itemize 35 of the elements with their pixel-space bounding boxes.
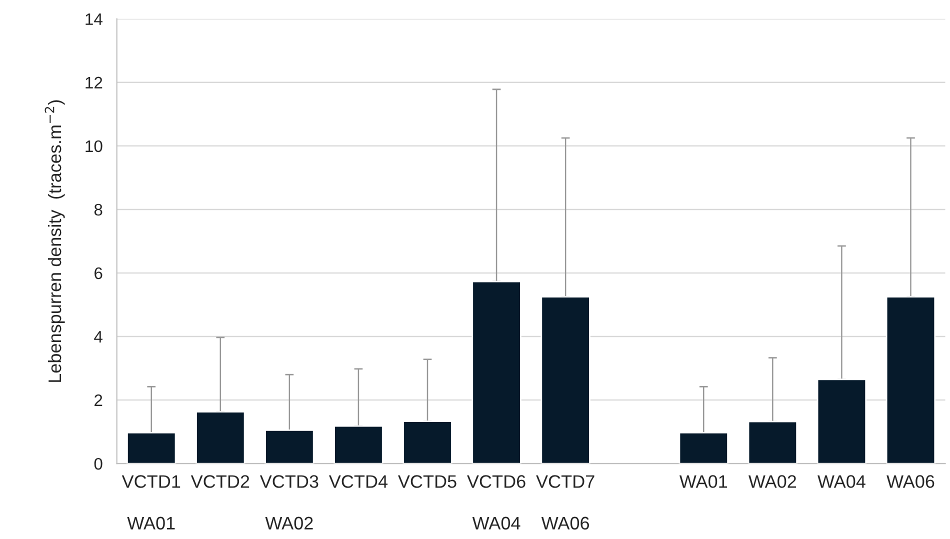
x-tick-label: VCTD7 <box>536 475 594 488</box>
bar <box>196 411 246 464</box>
bar <box>402 420 452 464</box>
y-tick-label: 12 <box>86 76 102 88</box>
x-tick-label: WA01 <box>679 475 727 488</box>
y-tick-label: 4 <box>94 331 102 343</box>
x-tick-label: WA04 <box>818 475 866 488</box>
x-tick-label: VCTD6 <box>467 475 526 488</box>
text: WA04 <box>472 516 520 530</box>
bar <box>678 432 728 464</box>
y-axis-title: Lebenspurren density (traces.m$^{−2}$) <box>44 100 65 382</box>
text: WA02 <box>265 516 313 530</box>
x-tick-label: VCTD2 <box>190 475 250 488</box>
bar <box>540 296 590 464</box>
y-tick-label: 14 <box>86 13 102 25</box>
text: WA06 <box>541 516 590 530</box>
bar <box>472 280 522 464</box>
y-tick-label: 2 <box>94 394 102 406</box>
bar <box>886 296 936 464</box>
y-tick-label: 8 <box>94 204 102 216</box>
x-tick-label: VCTD5 <box>398 475 456 488</box>
x-tick-label: VCTD4 <box>328 475 388 488</box>
text: WA01 <box>127 516 175 530</box>
y-tick-label: 6 <box>94 267 102 280</box>
x-tick-label: VCTD3 <box>260 475 318 488</box>
x-tick-label: WA02 <box>748 475 796 488</box>
x-tick-label: VCTD1 <box>122 475 180 488</box>
bar <box>748 420 798 464</box>
y-tick-label: 0 <box>94 458 102 470</box>
bar <box>126 432 176 464</box>
x-tick-label: WA06 <box>886 475 934 488</box>
bar <box>816 378 867 464</box>
bar <box>334 425 384 464</box>
bar <box>264 429 314 464</box>
y-tick-label: 10 <box>86 140 102 152</box>
